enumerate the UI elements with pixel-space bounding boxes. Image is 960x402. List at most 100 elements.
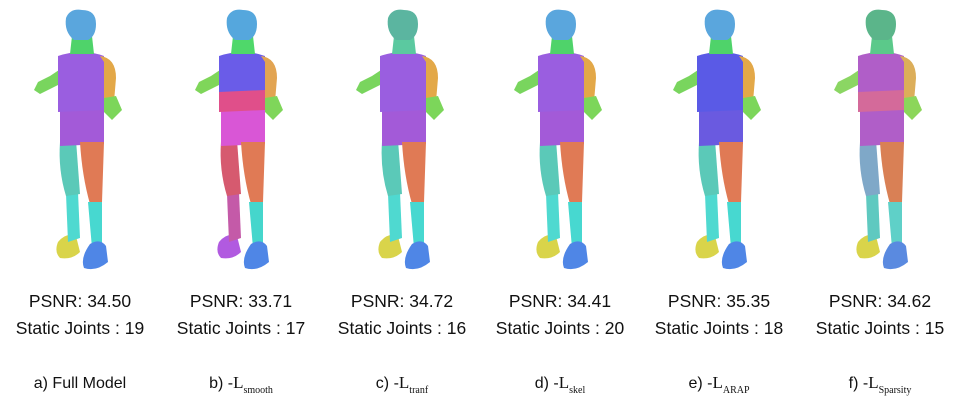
segment-shoe-back <box>536 234 560 259</box>
segment-neck <box>70 36 94 54</box>
segment-thigh-back <box>381 140 402 196</box>
caption: a) Full Model <box>0 373 160 396</box>
segment-thigh-front <box>402 142 426 204</box>
caption-loss-subscript: ARAP <box>722 385 750 396</box>
segment-shoe-front <box>882 241 908 270</box>
segment-hips <box>540 106 584 146</box>
segment-arm-back <box>34 68 64 94</box>
psnr-label: PSNR: 35.35 <box>667 291 771 311</box>
segment-torso <box>858 52 904 92</box>
segment-upper-arm-front <box>900 56 916 102</box>
caption-loss-subscript: skel <box>569 385 586 396</box>
psnr-label: PSNR: 34.41 <box>508 291 612 311</box>
segment-shin-back <box>705 192 719 242</box>
segment-forearm-front <box>743 96 761 120</box>
caption-loss-subscript: tranf <box>409 385 429 396</box>
caption: f) -LSparsity <box>800 373 960 396</box>
segment-shoe-front <box>243 241 269 270</box>
static-joints-label: Static Joints : 17 <box>176 318 306 338</box>
caption-loss-symbol: L <box>868 373 879 392</box>
psnr-label: PSNR: 34.50 <box>28 291 132 311</box>
panel-c: PSNR: 34.72 Static Joints : 16 c) -Ltran… <box>322 0 482 402</box>
psnr-label: PSNR: 33.71 <box>189 291 293 311</box>
segment-torso <box>380 52 426 92</box>
render-no-tranf <box>356 9 444 270</box>
segment-forearm-front <box>426 96 444 120</box>
segment-shin-back <box>388 192 402 242</box>
static-joints-label: Static Joints : 19 <box>15 318 145 338</box>
segment-thigh-back <box>859 140 880 196</box>
segment-shin-front <box>727 202 741 248</box>
human-figure <box>514 9 602 270</box>
segment-shoe-front <box>562 241 588 270</box>
segment-shoe-back <box>217 234 241 259</box>
segment-shoe-back <box>56 234 80 259</box>
static-joints-label: Static Joints : 15 <box>815 318 945 338</box>
caption: e) -LARAP <box>639 373 799 396</box>
segment-head <box>65 9 96 40</box>
caption: d) -Lskel <box>480 373 640 396</box>
caption-prefix: f) - <box>848 375 869 392</box>
render-no-arap <box>673 9 761 270</box>
segment-head <box>387 9 418 40</box>
segment-thigh-front <box>719 142 743 204</box>
segment-hips <box>382 106 426 146</box>
segment-shin-front <box>249 202 263 248</box>
segment-head <box>704 9 735 40</box>
segment-shin-back <box>866 192 880 242</box>
caption-prefix: b) - <box>209 375 234 392</box>
psnr-label: PSNR: 34.62 <box>828 291 932 311</box>
segment-shin-front <box>568 202 582 248</box>
segment-upper-arm-front <box>261 56 277 102</box>
segment-thigh-front <box>880 142 904 204</box>
psnr-label: PSNR: 34.72 <box>350 291 454 311</box>
segment-thigh-back <box>59 140 80 196</box>
segment-shin-front <box>888 202 902 248</box>
segment-neck <box>550 36 574 54</box>
caption-loss-symbol: L <box>558 373 570 392</box>
human-figure <box>356 9 444 270</box>
segment-thigh-front <box>560 142 584 204</box>
caption: b) -Lsmooth <box>161 373 321 396</box>
segment-hips <box>60 106 104 146</box>
segment-shoe-back <box>378 234 402 259</box>
segment-arm-back <box>673 68 703 94</box>
segment-upper-arm-front <box>100 56 116 102</box>
segment-hips <box>699 106 743 146</box>
segment-shoe-back <box>856 234 880 259</box>
segment-head <box>226 9 257 40</box>
segment-hips <box>860 106 904 146</box>
segment-thigh-front <box>241 142 265 204</box>
panel-e: PSNR: 35.35 Static Joints : 18 e) -LARAP <box>639 0 799 402</box>
segment-shin-back <box>227 192 241 242</box>
caption-loss-subscript: Sparsity <box>878 385 912 396</box>
segment-thigh-back <box>539 140 560 196</box>
panel-b: PSNR: 33.71 Static Joints : 17 b) -Lsmoo… <box>161 0 321 402</box>
static-joints-label: Static Joints : 20 <box>495 318 625 338</box>
segment-shoe-front <box>404 241 430 270</box>
segment-arm-back <box>195 68 225 94</box>
segment-arm-back <box>834 68 864 94</box>
caption-loss-symbol: L <box>233 373 244 392</box>
caption-prefix: c) - <box>375 375 399 392</box>
segment-torso <box>219 52 265 92</box>
segment-shoe-back <box>695 234 719 259</box>
render-no-sparsity <box>834 9 922 270</box>
human-figure <box>34 9 122 270</box>
human-figure <box>834 9 922 270</box>
segment-shin-back <box>66 192 80 242</box>
segment-forearm-front <box>904 96 922 120</box>
segment-head <box>545 9 576 40</box>
render-full-model <box>34 9 122 270</box>
segment-upper-arm-front <box>422 56 438 102</box>
segment-forearm-front <box>104 96 122 120</box>
human-figure <box>673 9 761 270</box>
render-no-skel <box>514 9 602 270</box>
panel-d: PSNR: 34.41 Static Joints : 20 d) -Lskel <box>480 0 640 402</box>
segment-arm-back <box>514 68 544 94</box>
panel-f: PSNR: 34.62 Static Joints : 15 f) -LSpar… <box>800 0 960 402</box>
human-figure <box>195 9 283 270</box>
segment-neck <box>231 36 255 54</box>
segment-shoe-front <box>82 241 108 270</box>
segment-thigh-back <box>698 140 719 196</box>
